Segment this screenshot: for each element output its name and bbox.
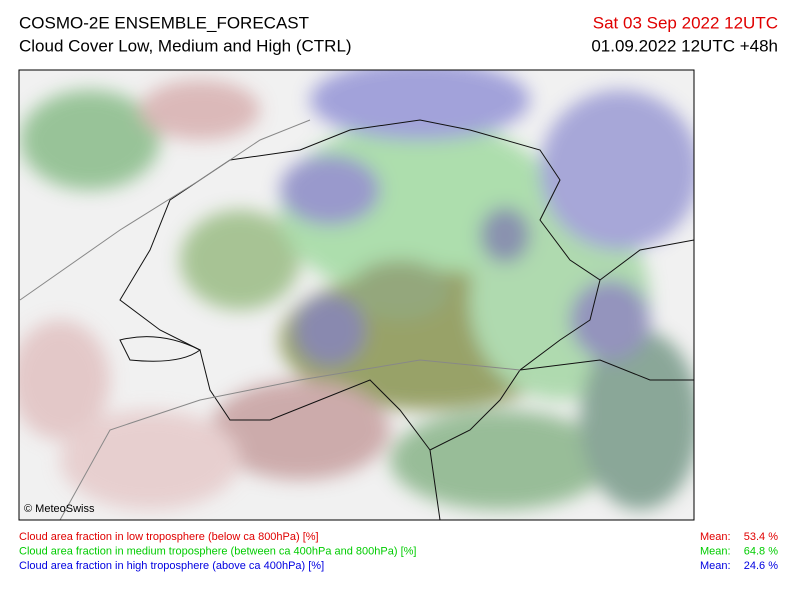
map-frame xyxy=(18,69,695,521)
legend: Cloud area fraction in low troposphere (… xyxy=(19,531,778,572)
copyright: © MeteoSwiss xyxy=(24,503,95,515)
subtitle: Cloud Cover Low, Medium and High (CTRL) xyxy=(19,36,352,55)
mean-label: Mean: xyxy=(700,545,731,557)
cloud-map xyxy=(19,70,694,520)
mean-value: 64.8 % xyxy=(744,545,778,557)
mean-value: 53.4 % xyxy=(744,531,778,543)
run-time: 01.09.2022 12UTC +48h xyxy=(591,36,778,55)
legend-label: Cloud area fraction in low troposphere (… xyxy=(19,531,319,543)
mean-label: Mean: xyxy=(700,560,731,572)
legend-label: Cloud area fraction in medium tropospher… xyxy=(19,545,416,557)
title: COSMO-2E ENSEMBLE_FORECAST xyxy=(19,13,309,32)
mean-label: Mean: xyxy=(700,531,731,543)
legend-label: Cloud area fraction in high troposphere … xyxy=(19,560,324,572)
mean-value: 24.6 % xyxy=(744,560,778,572)
valid-time: Sat 03 Sep 2022 12UTC xyxy=(593,13,778,32)
